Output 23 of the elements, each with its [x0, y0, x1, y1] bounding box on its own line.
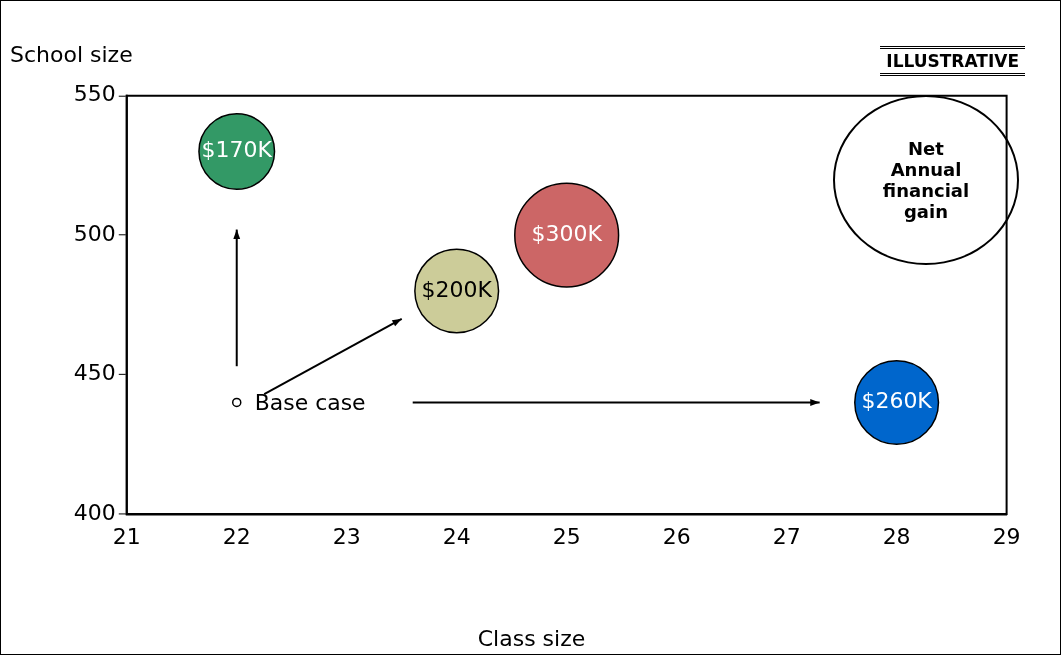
- annotation: Base case: [254, 390, 366, 416]
- annotation: $170K: [201, 137, 273, 163]
- x-tick-label: 22: [222, 523, 251, 549]
- x-tick-label: 21: [112, 523, 141, 549]
- x-tick-label: 28: [882, 523, 911, 549]
- x-tick-label: 23: [332, 523, 361, 549]
- x-tick-label: 26: [662, 523, 691, 549]
- annotation: $300K: [531, 220, 603, 246]
- text: ILLUSTRATIVE: [880, 46, 1025, 76]
- x-tick-label: 27: [772, 523, 801, 549]
- annotation: $260K: [861, 388, 933, 414]
- y-tick-label: 550: [73, 81, 116, 107]
- y-tick-label: 400: [73, 499, 116, 525]
- x-tick-label: 25: [552, 523, 581, 549]
- y-axis-title: School size: [10, 42, 133, 67]
- circle-outline: Net Annual financial gain: [833, 95, 1019, 265]
- annotation: $200K: [421, 276, 493, 302]
- annotation: Net Annual financial gain: [881, 138, 971, 222]
- x-axis-title: Class size: [476, 626, 587, 651]
- y-tick-label: 450: [73, 360, 116, 386]
- y-tick-label: 500: [73, 220, 116, 246]
- x-tick-label: 24: [442, 523, 471, 549]
- x-tick-label: 29: [992, 523, 1021, 549]
